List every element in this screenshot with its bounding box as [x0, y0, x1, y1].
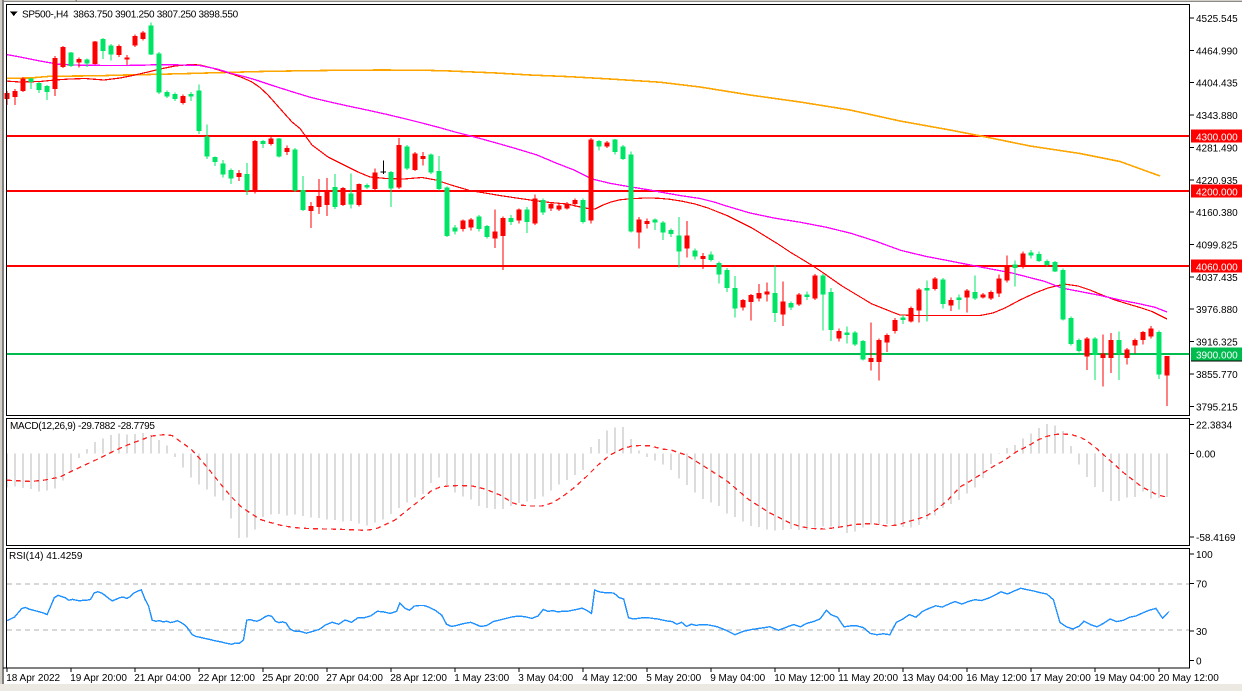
svg-text:25 Apr 20:00: 25 Apr 20:00 — [262, 673, 319, 684]
svg-text:5 May 20:00: 5 May 20:00 — [646, 673, 701, 684]
svg-text:0: 0 — [1196, 657, 1202, 668]
svg-text:3795.215: 3795.215 — [1196, 402, 1238, 413]
svg-text:3976.880: 3976.880 — [1196, 305, 1238, 316]
svg-text:MACD(12,26,9) -29.7882 -28.779: MACD(12,26,9) -29.7882 -28.7795 — [10, 421, 155, 432]
svg-text:3 May 04:00: 3 May 04:00 — [518, 673, 573, 684]
svg-text:20 May 12:00: 20 May 12:00 — [1158, 673, 1219, 684]
svg-text:22 Apr 12:00: 22 Apr 12:00 — [198, 673, 255, 684]
svg-text:10 May 12:00: 10 May 12:00 — [774, 673, 835, 684]
svg-text:3916.325: 3916.325 — [1196, 338, 1238, 349]
svg-text:4300.000: 4300.000 — [1196, 133, 1238, 144]
svg-text:SP500-,H4 3863.750 3901.250 3: SP500-,H4 3863.750 3901.250 3807.250 389… — [22, 10, 239, 21]
svg-text:4037.435: 4037.435 — [1196, 273, 1238, 284]
svg-text:17 May 20:00: 17 May 20:00 — [1030, 673, 1091, 684]
svg-text:4281.490: 4281.490 — [1196, 143, 1238, 154]
svg-text:4 May 12:00: 4 May 12:00 — [582, 673, 637, 684]
svg-text:4099.825: 4099.825 — [1196, 241, 1238, 252]
svg-text:30: 30 — [1196, 627, 1208, 638]
svg-text:28 Apr 12:00: 28 Apr 12:00 — [390, 673, 447, 684]
svg-text:11 May 20:00: 11 May 20:00 — [838, 673, 898, 684]
svg-text:70: 70 — [1196, 580, 1208, 591]
svg-text:13 May 04:00: 13 May 04:00 — [902, 673, 963, 684]
svg-text:4464.990: 4464.990 — [1196, 46, 1238, 57]
svg-text:1 May 23:00: 1 May 23:00 — [454, 673, 509, 684]
svg-text:21 Apr 04:00: 21 Apr 04:00 — [134, 673, 191, 684]
svg-text:4404.435: 4404.435 — [1196, 79, 1238, 90]
svg-text:3900.000: 3900.000 — [1196, 351, 1238, 362]
svg-text:4525.545: 4525.545 — [1196, 14, 1238, 25]
svg-text:-58.4169: -58.4169 — [1196, 533, 1236, 544]
svg-text:3855.770: 3855.770 — [1196, 370, 1238, 381]
svg-text:22.3834: 22.3834 — [1196, 420, 1233, 431]
svg-text:4200.000: 4200.000 — [1196, 188, 1238, 199]
svg-text:19 May 04:00: 19 May 04:00 — [1094, 673, 1155, 684]
svg-text:27 Apr 04:00: 27 Apr 04:00 — [326, 673, 383, 684]
svg-text:4060.000: 4060.000 — [1196, 263, 1238, 274]
svg-text:RSI(14) 41.4259: RSI(14) 41.4259 — [9, 551, 83, 562]
svg-text:19 Apr 20:00: 19 Apr 20:00 — [70, 673, 127, 684]
svg-text:9 May 04:00: 9 May 04:00 — [710, 673, 765, 684]
svg-text:4343.880: 4343.880 — [1196, 111, 1238, 122]
svg-text:100: 100 — [1196, 550, 1213, 561]
svg-text:18 Apr 2022: 18 Apr 2022 — [6, 673, 60, 684]
svg-text:16 May 12:00: 16 May 12:00 — [966, 673, 1027, 684]
svg-text:4160.380: 4160.380 — [1196, 208, 1238, 219]
svg-text:4220.935: 4220.935 — [1196, 176, 1238, 187]
svg-text:0.00: 0.00 — [1196, 449, 1216, 460]
